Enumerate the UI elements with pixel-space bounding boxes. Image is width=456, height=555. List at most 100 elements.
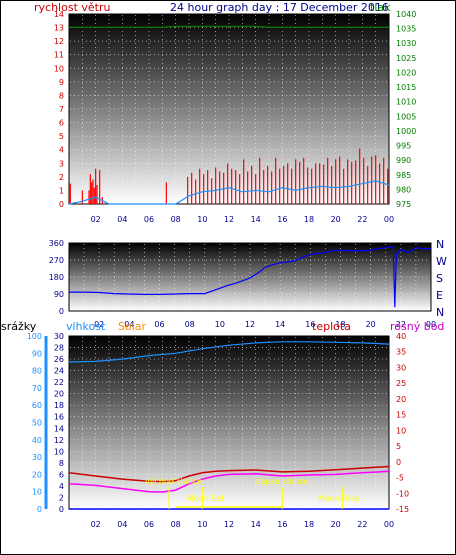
y-tick-label: 985: [396, 171, 411, 180]
x-tick-label: 02: [94, 320, 104, 329]
x-tick-label: 00: [426, 320, 436, 329]
x-tick-label: 14: [251, 215, 261, 224]
x-tick-label: 00: [384, 520, 394, 529]
temperature-line: [68, 465, 390, 483]
y-tick-label: -5: [396, 474, 404, 483]
y-tick-label: 1035: [396, 25, 416, 34]
x-tick-label: 04: [117, 215, 127, 224]
rain-axis-label: srážky: [1, 320, 37, 333]
chart-title: 24 hour graph day : 17 December 2016: [170, 1, 389, 14]
x-tick-label: 20: [331, 520, 341, 529]
y-tick-label: 10: [54, 64, 64, 73]
sunset-label: západ slunce: [256, 477, 309, 486]
y-tick-label: 0: [59, 200, 64, 209]
y-tick-label: 8: [59, 91, 64, 100]
y-tick-label: 20: [54, 390, 64, 399]
y-tick-label: 40: [32, 436, 42, 445]
y-tick-label: 360: [49, 239, 64, 248]
y-tick-label: 25: [396, 379, 406, 388]
y-tick-label: 975: [396, 200, 411, 209]
y-tick-label: 13: [54, 24, 64, 33]
sunrise-label: východ slunce: [145, 477, 202, 486]
y-tick-label: 1025: [396, 54, 416, 63]
y-tick-label: 3: [59, 159, 64, 168]
y-tick-label: 4: [59, 482, 64, 491]
x-tick-label: 20: [366, 320, 376, 329]
x-tick-label: 04: [124, 320, 134, 329]
x-tick-label: 06: [154, 320, 164, 329]
x-tick-label: 16: [277, 520, 287, 529]
y-tick-label: 1: [59, 186, 64, 195]
solar-axis-label: Solar: [118, 320, 147, 333]
y-tick-label: 10: [32, 488, 42, 497]
y-tick-label: 1020: [396, 68, 416, 77]
y-tick-label: 5: [396, 442, 401, 451]
x-tick-label: 22: [357, 215, 367, 224]
x-tick-label: 22: [357, 520, 367, 529]
y-tick-label: 1030: [396, 39, 416, 48]
y-tick-label: 2: [59, 173, 64, 182]
compass-label: N: [436, 306, 444, 319]
y-tick-label: 270: [49, 256, 64, 265]
x-tick-label: 14: [251, 520, 261, 529]
y-tick-label: 8: [59, 459, 64, 468]
y-tick-label: 35: [396, 348, 406, 357]
y-tick-label: 0: [59, 505, 64, 514]
y-tick-label: 24: [54, 367, 64, 376]
y-tick-label: 20: [32, 470, 42, 479]
x-tick-label: 08: [171, 215, 181, 224]
moonset-label: Moon Set: [187, 494, 224, 503]
x-tick-label: 16: [277, 215, 287, 224]
y-tick-label: 980: [396, 185, 411, 194]
x-tick-label: 22: [396, 320, 406, 329]
x-tick-label: 06: [144, 215, 154, 224]
x-tick-label: 14: [275, 320, 285, 329]
x-tick-label: 08: [185, 320, 195, 329]
dewpoint-axis-label: rosný bod: [390, 320, 444, 333]
y-tick-label: 15: [396, 411, 406, 420]
y-tick-label: 1000: [396, 127, 416, 136]
wind-speed-axis-label: rychlost větru: [34, 1, 110, 14]
compass-label: S: [436, 272, 443, 285]
y-tick-label: 1010: [396, 98, 416, 107]
y-tick-label: 4: [59, 146, 64, 155]
x-tick-label: 10: [197, 520, 207, 529]
x-tick-label: 04: [117, 520, 127, 529]
y-tick-label: 7: [59, 105, 64, 114]
dewpoint-line: [68, 470, 390, 493]
y-tick-label: 180: [49, 273, 64, 282]
y-tick-label: 9: [59, 78, 64, 87]
y-tick-label: 2: [59, 493, 64, 502]
y-tick-label: 18: [54, 401, 64, 410]
humidity-line: [68, 341, 390, 363]
x-tick-label: 20: [331, 215, 341, 224]
y-tick-label: 60: [32, 401, 42, 410]
y-tick-label: 22: [54, 378, 64, 387]
y-tick-label: 30: [54, 332, 64, 341]
x-tick-label: 12: [224, 520, 234, 529]
y-tick-label: 0: [396, 458, 401, 467]
y-tick-label: 1040: [396, 10, 416, 19]
x-tick-label: 12: [245, 320, 255, 329]
wind-direction-line: [69, 246, 431, 308]
humidity-axis-label: vlhkost: [66, 320, 106, 333]
y-tick-label: 28: [54, 344, 64, 353]
y-tick-label: 990: [396, 156, 411, 165]
x-tick-label: 16: [305, 320, 315, 329]
y-tick-label: 1005: [396, 112, 416, 121]
x-tick-label: 08: [171, 520, 181, 529]
y-tick-label: 30: [396, 363, 406, 372]
x-tick-label: 00: [384, 215, 394, 224]
y-tick-label: 6: [59, 119, 64, 128]
temperature-axis-label: teplota: [312, 320, 351, 333]
x-tick-label: 18: [304, 520, 314, 529]
y-tick-label: 14: [54, 10, 64, 19]
y-tick-label: 11: [54, 51, 64, 60]
y-tick-label: 14: [54, 424, 64, 433]
x-tick-label: 10: [215, 320, 225, 329]
y-tick-label: 0: [59, 307, 64, 316]
x-tick-label: 18: [304, 215, 314, 224]
y-tick-label: 10: [396, 426, 406, 435]
compass-label: W: [436, 255, 447, 268]
